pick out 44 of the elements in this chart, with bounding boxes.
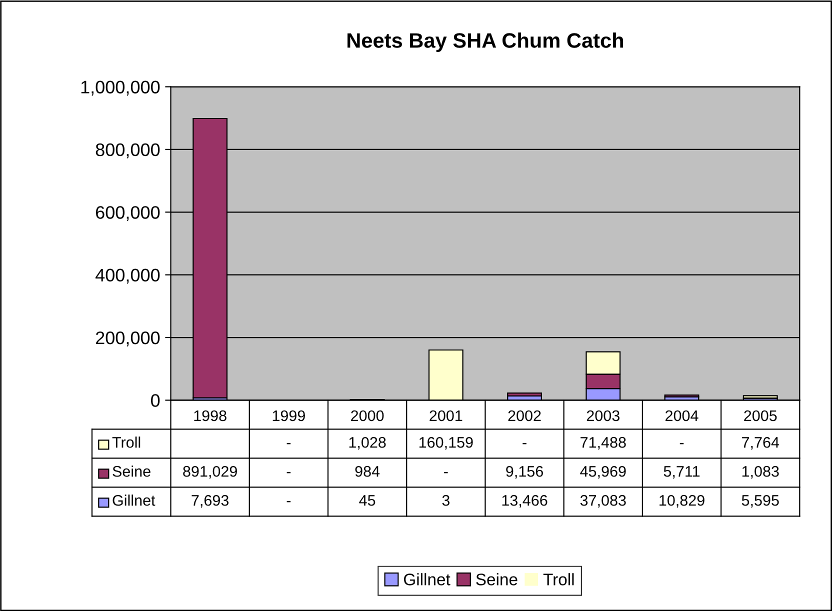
text: Seine	[476, 573, 518, 586]
y-tick-label: 1,000,000	[81, 80, 160, 96]
data-label: 5,711	[664, 466, 700, 479]
data-label: 891,029	[183, 466, 237, 479]
data-label: 160,159	[419, 436, 473, 450]
x-tick-label: 2000	[351, 410, 384, 422]
data-label: 7,693	[192, 494, 229, 508]
data-label: -	[286, 443, 291, 444]
legend-label: Gillnet	[112, 494, 156, 506]
chart-title: Neets Bay SHA Chum Catch	[348, 32, 624, 52]
data-label: -	[444, 472, 448, 474]
data-label: 10,829	[660, 494, 704, 508]
data-label: 984	[355, 466, 380, 477]
x-tick-label: 2004	[666, 410, 698, 422]
data-label: 37,083	[580, 494, 626, 508]
data-label: 13,466	[502, 494, 548, 508]
x-tick-label: 1998	[194, 410, 226, 422]
x-tick-label: 1999	[272, 410, 305, 422]
data-label: -	[522, 443, 526, 444]
x-tick-label: 2003	[586, 410, 620, 422]
data-label: 7,764	[742, 436, 780, 450]
text: Troll	[112, 436, 140, 448]
data-label: 1,028	[349, 436, 386, 450]
data-label: -	[680, 443, 684, 444]
legend-label: Seine	[112, 466, 150, 477]
y-tick-label: 200,000	[96, 331, 160, 346]
y-tick-label: 600,000	[96, 206, 160, 221]
data-label: 9,156	[506, 466, 543, 479]
y-tick-label: 800,000	[96, 143, 160, 158]
data-label: 5,595	[742, 494, 779, 508]
data-label: 71,488	[580, 436, 626, 450]
data-label: -	[286, 501, 291, 502]
x-tick-label: 2002	[508, 410, 541, 422]
data-label: 3	[442, 494, 450, 506]
data-label: 1,083	[742, 466, 779, 479]
data-label: -	[286, 472, 291, 474]
data-label: 45	[359, 495, 376, 506]
text: Gillnet	[404, 573, 450, 586]
x-tick-label: 2001	[430, 410, 462, 422]
x-tick-label: 2005	[744, 410, 777, 422]
y-tick-label: 0	[151, 394, 160, 407]
legend-label: Troll	[543, 573, 574, 586]
data-label: 45,969	[580, 466, 626, 479]
y-tick-label: 400,000	[96, 268, 160, 284]
